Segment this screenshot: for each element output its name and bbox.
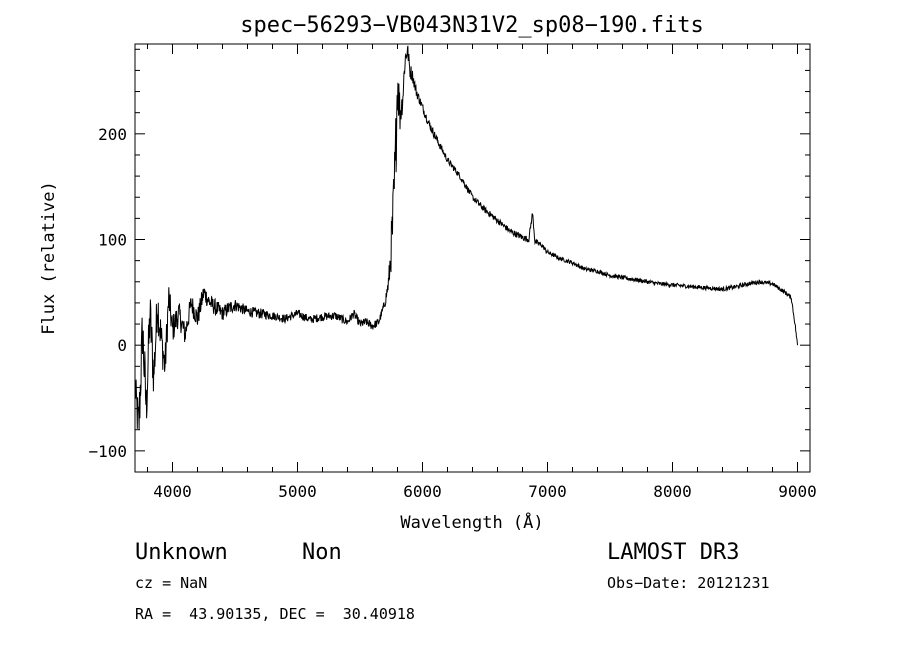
y-tick-label: 200	[98, 125, 127, 144]
x-axis-label: Wavelength (Å)	[400, 511, 543, 533]
y-tick-label: −100	[88, 442, 127, 461]
object-subclass: Non	[302, 540, 342, 565]
redshift-value: cz = NaN	[135, 574, 207, 592]
coordinates: RA = 43.90135, DEC = 30.40918	[135, 605, 415, 623]
survey-name: LAMOST DR3	[607, 540, 739, 565]
y-tick-label: 100	[98, 231, 127, 250]
object-class: Unknown	[135, 540, 228, 565]
x-tick-label: 6000	[403, 482, 442, 501]
plot-frame	[134, 43, 811, 473]
x-tick-label: 5000	[278, 482, 317, 501]
x-tick-label: 9000	[778, 482, 817, 501]
y-tick-labels: −100 0 100 200	[88, 125, 127, 461]
y-tick-label: 0	[117, 336, 127, 355]
spectrum-line	[134, 45, 798, 430]
x-tick-label: 8000	[653, 482, 692, 501]
x-tick-labels: 4000 5000 6000 7000 8000 9000	[153, 482, 817, 501]
x-tick-label: 7000	[528, 482, 567, 501]
axis-ticks	[135, 44, 810, 473]
chart-title: spec−56293−VB043N31V2_sp08−190.fits	[240, 13, 704, 38]
obs-date: Obs−Date: 20121231	[607, 574, 770, 592]
y-axis-label: Flux (relative)	[39, 181, 59, 335]
x-tick-label: 4000	[153, 482, 192, 501]
